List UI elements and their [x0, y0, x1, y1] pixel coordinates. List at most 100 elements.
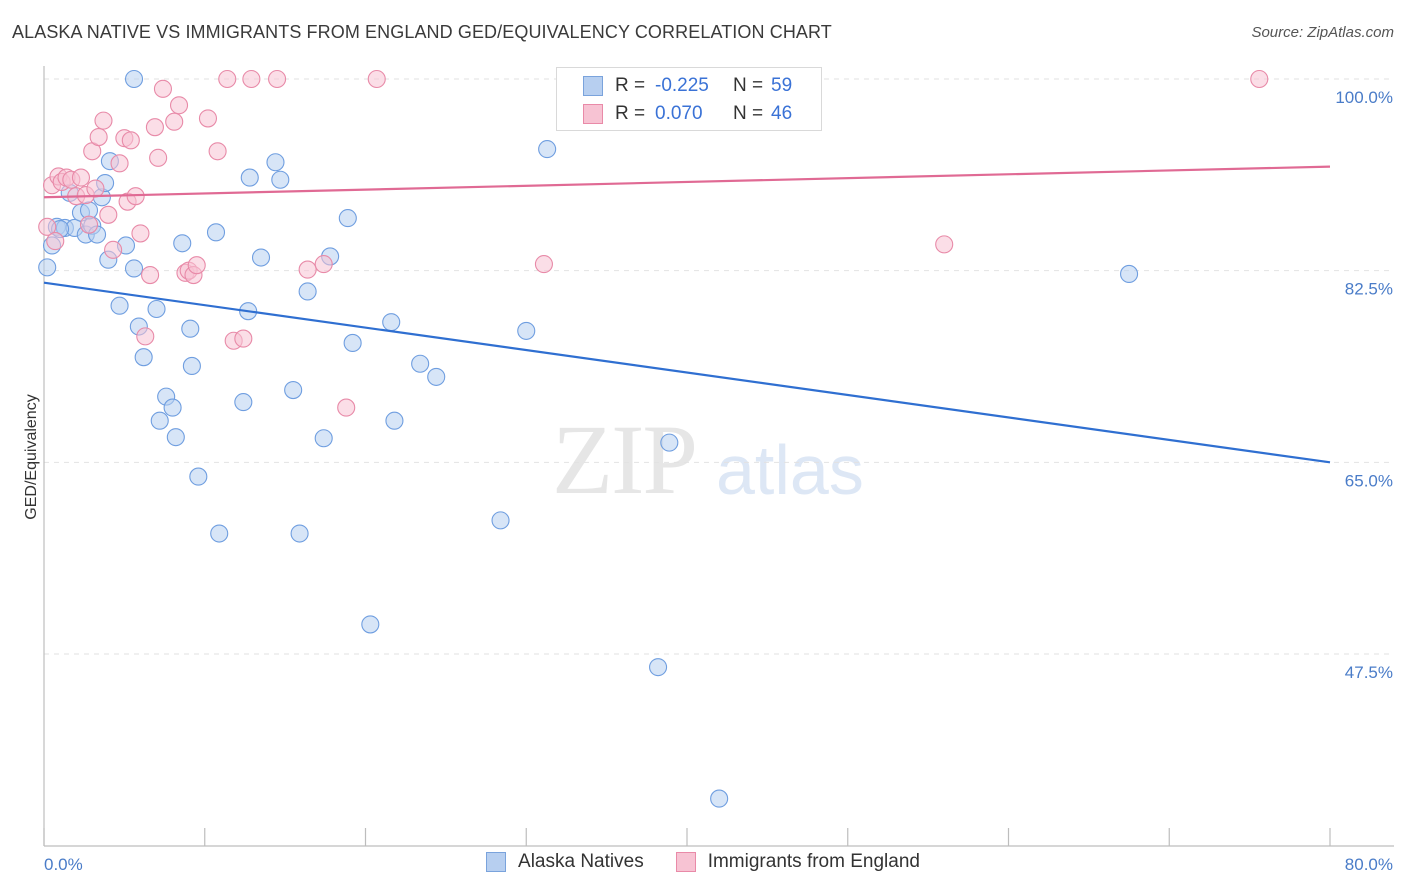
point-alaska-natives [206, 223, 226, 242]
point-alaska-natives [266, 153, 285, 172]
legend-r-label: R = [615, 75, 646, 96]
point-immigrants-england [153, 79, 173, 98]
legend-row-england: R = 0.070 N = 46 [557, 100, 792, 128]
point-alaska-natives [660, 433, 679, 452]
point-alaska-natives [38, 258, 57, 277]
point-alaska-natives [189, 467, 208, 486]
point-alaska-natives [173, 234, 192, 253]
series-swatch-england [675, 852, 696, 872]
point-immigrants-england [337, 398, 356, 417]
point-immigrants-england [104, 240, 123, 259]
point-immigrants-england [298, 260, 317, 279]
legend-swatch-alaska [583, 76, 603, 96]
point-alaska-natives [427, 367, 446, 386]
point-immigrants-england [136, 327, 155, 346]
legend-swatch-england [583, 104, 603, 124]
legend-n-label: N = [733, 75, 764, 96]
point-alaska-natives [382, 313, 401, 332]
gridlines [44, 78, 1394, 655]
point-alaska-natives [1120, 264, 1139, 284]
point-alaska-natives [182, 356, 201, 376]
series-label-alaska: Alaska Natives [518, 851, 644, 872]
series-label-england: Immigrants from England [707, 851, 920, 872]
point-alaska-natives [710, 789, 729, 808]
point-immigrants-england [242, 69, 261, 89]
point-alaska-natives [234, 393, 253, 412]
legend-r-value: 0.070 [655, 103, 703, 124]
point-alaska-natives [134, 348, 153, 367]
point-alaska-natives [649, 658, 668, 677]
point-immigrants-england [121, 131, 140, 150]
point-immigrants-england [314, 255, 333, 274]
point-alaska-natives [298, 282, 317, 301]
point-immigrants-england [268, 69, 287, 89]
point-alaska-natives [271, 170, 290, 189]
point-immigrants-england [46, 232, 65, 251]
point-alaska-natives [251, 248, 271, 267]
point-immigrants-england [71, 168, 91, 187]
x-tick-label: 80.0% [1345, 855, 1393, 874]
trend-line-immigrants-england [43, 165, 1331, 199]
y-tick-label: 82.5% [1345, 280, 1393, 299]
axes [43, 66, 1394, 847]
correlation-legend: R = -0.225 N = 59 R = 0.070 N = 46 [556, 67, 822, 131]
point-alaska-natives [411, 354, 430, 373]
point-alaska-natives [124, 259, 144, 278]
watermark-zip: ZIP [552, 404, 698, 515]
y-axis-title: GED/Equivalency [23, 394, 40, 519]
legend-n-label: N = [733, 103, 764, 124]
point-alaska-natives [124, 69, 144, 89]
point-immigrants-england [165, 112, 184, 131]
point-immigrants-england [38, 217, 57, 236]
y-tick-label: 100.0% [1335, 88, 1393, 107]
trend-lines [43, 165, 1331, 464]
watermark-atlas: atlas [716, 431, 864, 509]
point-immigrants-england [94, 111, 113, 130]
point-immigrants-england [935, 235, 954, 254]
point-alaska-natives [240, 168, 259, 187]
chart-title: ALASKA NATIVE VS IMMIGRANTS FROM ENGLAND… [12, 22, 832, 42]
point-immigrants-england [198, 109, 218, 128]
legend-r-label: R = [615, 103, 646, 124]
y-tick-label: 65.0% [1345, 471, 1393, 490]
point-alaska-natives [110, 296, 129, 315]
point-alaska-natives [338, 209, 357, 228]
source-label: Source: ZipAtlas.com [1251, 24, 1394, 41]
series-swatch-alaska [486, 852, 507, 872]
point-immigrants-england [79, 215, 99, 234]
y-tick-label: 47.5% [1345, 663, 1393, 682]
point-alaska-natives [210, 524, 229, 543]
point-alaska-natives [517, 321, 536, 340]
point-immigrants-england [234, 329, 253, 348]
series-legend-england[interactable]: Immigrants from England [675, 851, 920, 873]
point-alaska-natives [150, 411, 169, 430]
point-alaska-natives [385, 411, 404, 430]
point-alaska-natives [361, 615, 380, 634]
point-alaska-natives [147, 299, 166, 319]
point-immigrants-england [131, 224, 150, 243]
series-legend: Alaska Natives Immigrants from England [0, 851, 1406, 873]
point-alaska-natives [181, 319, 200, 338]
point-immigrants-england [367, 69, 386, 89]
legend-n-value: 46 [771, 103, 793, 124]
legend-n-value: 59 [771, 75, 793, 96]
trend-line-alaska-natives [43, 281, 1331, 464]
point-immigrants-england [208, 142, 227, 161]
point-alaska-natives [166, 428, 185, 447]
point-immigrants-england [141, 265, 160, 285]
point-immigrants-england [1250, 69, 1269, 89]
point-immigrants-england [99, 205, 118, 224]
point-alaska-natives [163, 398, 182, 417]
x-tick-label: 0.0% [44, 855, 83, 874]
series-legend-alaska[interactable]: Alaska Natives [486, 851, 644, 873]
point-immigrants-england [169, 96, 189, 115]
legend-r-value: -0.225 [655, 75, 709, 96]
point-alaska-natives [343, 333, 362, 353]
point-immigrants-england [534, 255, 553, 274]
data-points [38, 69, 1269, 808]
point-immigrants-england [149, 148, 168, 167]
point-alaska-natives [314, 429, 333, 448]
tick-labels: 47.5% 65.0% 82.5% 100.0% 0.0% 80.0% [44, 88, 1393, 874]
point-immigrants-england [187, 256, 206, 275]
